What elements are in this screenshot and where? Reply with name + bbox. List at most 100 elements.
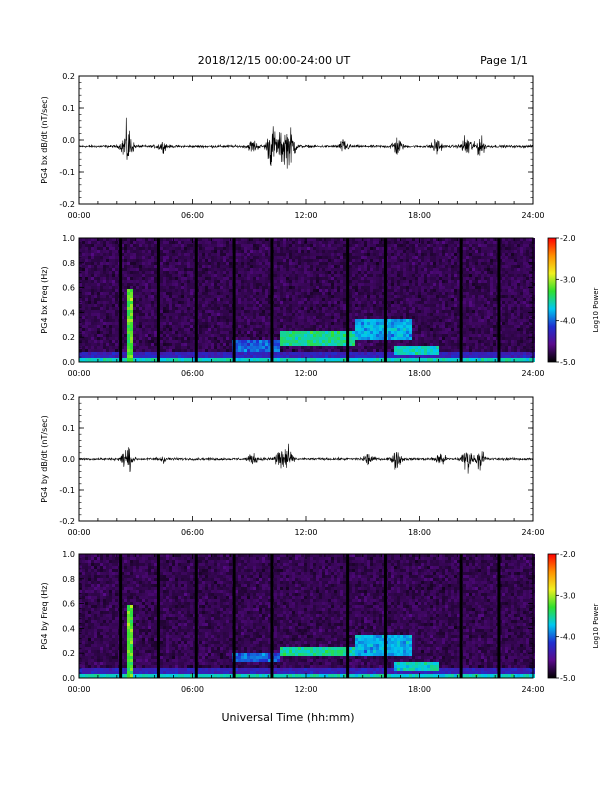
spectrogram-cell	[115, 340, 118, 343]
spectrogram-cell	[193, 268, 196, 271]
spectrogram-cell	[334, 319, 337, 322]
spectrogram-cell	[295, 250, 298, 253]
spectrogram-cell	[115, 328, 118, 331]
spectrogram-cell	[199, 244, 202, 247]
spectrogram-cell	[220, 319, 223, 322]
spectrogram-cell	[280, 280, 283, 283]
spectrogram-cell	[340, 307, 343, 310]
spectrogram-cell	[106, 298, 109, 301]
spectrogram-cell	[259, 325, 262, 328]
spectrogram-cell	[115, 262, 118, 265]
spectrogram-cell	[172, 295, 175, 298]
spectrogram-cell	[364, 277, 367, 280]
spectrogram-cell	[235, 331, 238, 334]
spectrogram-cell	[364, 349, 367, 352]
spectrogram-cell	[304, 298, 307, 301]
spectrogram-cell	[139, 289, 142, 292]
spectrogram-cell	[148, 265, 151, 268]
spectrogram-cell	[190, 349, 193, 352]
spectrogram-cell	[136, 253, 139, 256]
spectrogram-cell	[208, 313, 211, 316]
spectrogram-cell	[205, 289, 208, 292]
spectrogram-cell	[217, 349, 220, 352]
spectrogram-cell	[277, 331, 280, 334]
spectrogram-cell	[322, 280, 325, 283]
spectrogram-cell	[325, 250, 328, 253]
spectrogram-cell	[235, 265, 238, 268]
spectrogram-cell	[181, 247, 184, 250]
spectrogram-cell	[379, 313, 382, 316]
spectrogram-cell	[349, 244, 352, 247]
spectrogram-cell	[181, 310, 184, 313]
spectrogram-cell	[244, 241, 247, 244]
spectrogram-cell	[229, 259, 232, 262]
spectrogram-cell	[229, 253, 232, 256]
spectrogram-cell	[139, 238, 142, 241]
spectrogram-cell	[238, 238, 241, 241]
spectrogram-cell	[145, 259, 148, 262]
spectrogram-cell	[337, 310, 340, 313]
spectrogram-cell	[418, 325, 421, 328]
spectrogram-cell	[127, 325, 130, 328]
spectrogram-cell	[388, 244, 391, 247]
spectrogram-cell	[85, 301, 88, 304]
spectrogram-cell	[142, 298, 145, 301]
spectrogram-cell	[391, 328, 394, 331]
spectrogram-cell	[160, 274, 163, 277]
spectrogram-cell	[376, 277, 379, 280]
spectrogram-cell	[415, 256, 418, 259]
spectrogram-cell	[130, 244, 133, 247]
spectrogram-cell	[250, 334, 253, 337]
spectrogram-cell	[214, 253, 217, 256]
spectrogram-cell	[142, 253, 145, 256]
spectrogram-cell	[265, 301, 268, 304]
spectrogram-cell	[253, 289, 256, 292]
spectrogram-cell	[319, 274, 322, 277]
spectrogram-cell	[214, 289, 217, 292]
spectrogram-cell	[127, 280, 130, 283]
spectrogram-cell	[202, 262, 205, 265]
spectrogram-cell	[184, 241, 187, 244]
spectrogram-cell	[328, 259, 331, 262]
spectrogram-cell	[121, 265, 124, 268]
spectrogram-cell	[241, 343, 244, 346]
spectrogram-cell	[358, 271, 361, 274]
spectrogram-cell	[85, 319, 88, 322]
spectrogram-cell	[103, 304, 106, 307]
spectrogram-cell	[190, 319, 193, 322]
spectrogram-cell	[286, 331, 289, 334]
spectrogram-cell	[307, 253, 310, 256]
spectrogram-cell	[88, 295, 91, 298]
spectrogram-cell	[181, 346, 184, 349]
spectrogram-cell	[256, 349, 259, 352]
spectrogram-cell	[88, 292, 91, 295]
spectrogram-cell	[310, 268, 313, 271]
spectrogram-cell	[343, 328, 346, 331]
spectrogram-cell	[268, 253, 271, 256]
spectrogram-cell	[370, 346, 373, 349]
spectrogram-cell	[307, 304, 310, 307]
spectrogram-cell	[172, 292, 175, 295]
spectrogram-cell	[292, 304, 295, 307]
spectrogram-cell	[211, 250, 214, 253]
spectrogram-cell	[109, 271, 112, 274]
spectrogram-cell	[184, 286, 187, 289]
spectrogram-cell	[286, 319, 289, 322]
spectrogram-cell	[379, 325, 382, 328]
spectrogram-cell	[343, 295, 346, 298]
spectrogram-cell	[187, 346, 190, 349]
spectrogram-cell	[145, 307, 148, 310]
spectrogram-cell	[88, 271, 91, 274]
spectrogram-cell	[331, 316, 334, 319]
spectrogram-cell	[220, 313, 223, 316]
spectrogram-cell	[94, 277, 97, 280]
spectrogram-cell	[322, 307, 325, 310]
spectrogram-cell	[214, 298, 217, 301]
spectrogram-cell	[94, 331, 97, 334]
spectrogram-cell	[403, 265, 406, 268]
spectrogram-cell	[334, 271, 337, 274]
spectrogram-cell	[370, 277, 373, 280]
spectrogram-cell	[121, 310, 124, 313]
spectrogram-cell	[325, 322, 328, 325]
spectrogram-cell	[166, 256, 169, 259]
